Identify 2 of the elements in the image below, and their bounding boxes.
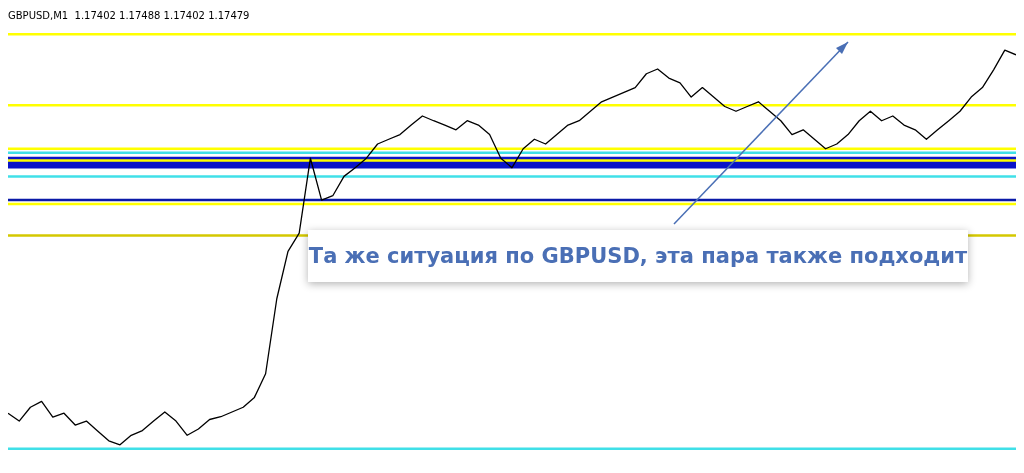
annotation: Та же ситуация по GBPUSD, эта пара также подходит xyxy=(308,230,968,282)
chart-title: GBPUSD,M1 1.17402 1.17488 1.17402 1.17479 xyxy=(8,9,250,21)
